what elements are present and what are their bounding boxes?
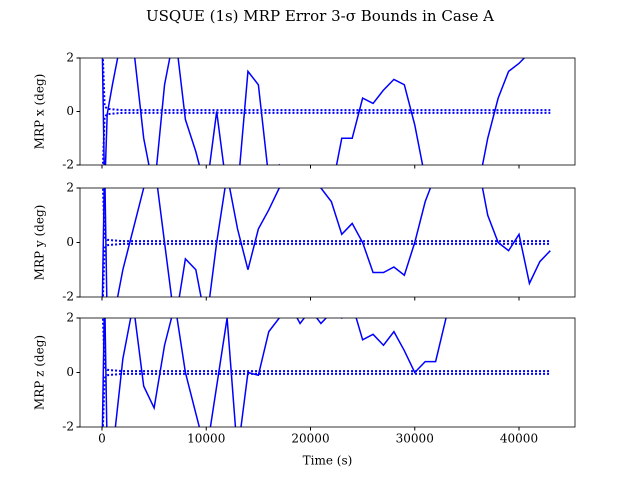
x-tick-label: 0 — [98, 432, 106, 446]
y-tick-label: 2 — [66, 51, 74, 65]
error-line — [101, 58, 526, 165]
axes-frame — [79, 187, 576, 298]
plot-area — [101, 318, 551, 427]
y-axis-label: MRP z (deg) — [33, 335, 47, 410]
bound-line — [101, 318, 551, 373]
plot-area — [101, 58, 551, 165]
x-tick-label: 40000 — [500, 432, 538, 446]
x-tick-label: 20000 — [291, 432, 329, 446]
y-tick-label: 2 — [66, 311, 74, 325]
axes-frame — [79, 317, 576, 428]
y-tick-label: -2 — [62, 158, 74, 172]
bound-line — [101, 372, 551, 427]
bound-line — [101, 242, 551, 297]
y-axis-label: MRP x (deg) — [33, 74, 47, 150]
bound-line — [101, 58, 551, 112]
x-axis-label: Time (s) — [303, 454, 353, 468]
error-line — [101, 188, 551, 297]
x-tick-label: 30000 — [396, 432, 434, 446]
x-tick-label: 10000 — [187, 432, 225, 446]
error-line — [101, 318, 447, 427]
y-tick-label: 2 — [66, 181, 74, 195]
bound-line — [101, 188, 551, 243]
y-tick-label: -2 — [62, 420, 74, 434]
axes-frame — [79, 57, 576, 166]
y-tick-label: 0 — [66, 104, 74, 118]
bound-line — [101, 111, 551, 165]
y-tick-label: 0 — [66, 365, 74, 379]
plot-area — [101, 188, 551, 297]
figure-title: USQUE (1s) MRP Error 3-σ Bounds in Case … — [146, 7, 494, 25]
y-axis-label: MRP y (deg) — [33, 205, 47, 281]
y-tick-label: -2 — [62, 290, 74, 304]
y-tick-label: 0 — [66, 235, 74, 249]
